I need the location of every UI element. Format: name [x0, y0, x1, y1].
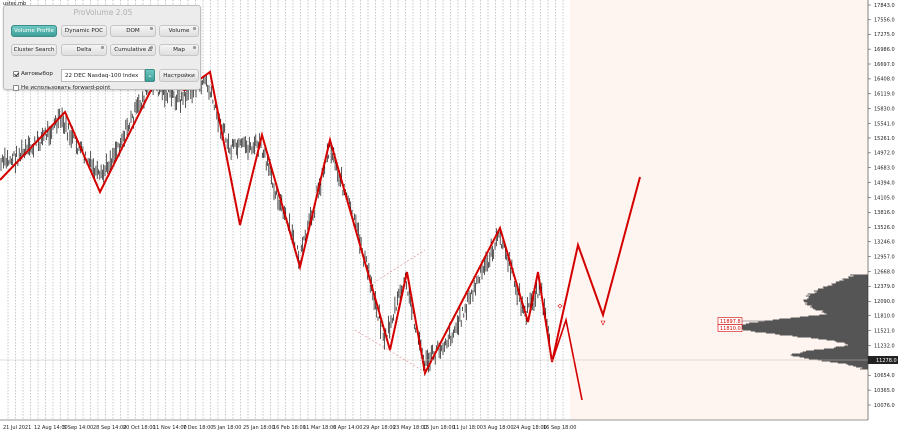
delta-button-label: Delta	[76, 47, 92, 53]
time-tick-label: 16 Sep 18:00	[543, 425, 576, 431]
forward-point-checkbox[interactable]	[13, 85, 19, 91]
time-tick-label: 11 Mar 18:00	[303, 425, 336, 431]
price-tick-label: 16119.0	[874, 92, 895, 98]
zigzag-overlay	[0, 70, 641, 401]
price-tick-label: 13246.0	[874, 240, 895, 246]
dom-button-label: DOM	[126, 28, 140, 34]
price-tick-label: 17843.0	[874, 3, 895, 9]
settings-button-label: Настройки	[163, 72, 195, 79]
time-tick-label: 5 Jan 18:00	[213, 425, 241, 431]
price-tick-label: 16697.0	[874, 62, 895, 68]
price-tick-label: 11232.0	[874, 343, 895, 349]
panel-title: ProVolume 2.05	[73, 8, 133, 17]
volume-profile-button[interactable]: Volume Profile	[11, 25, 57, 37]
provolume-panel[interactable]: ProVolume 2.05 Volume Profile Dynamic PO…	[3, 5, 201, 91]
time-tick-label: 11 Jul 18:00	[453, 425, 483, 431]
instrument-select[interactable]: 22 DEC Nasdaq-100 Index	[61, 69, 145, 82]
dynamic-poc-button-label: Dynamic POC	[64, 28, 104, 34]
dynamic-poc-button[interactable]: Dynamic POC	[61, 25, 107, 37]
price-tick-label: 12957.0	[874, 254, 895, 260]
auto-select-checkbox[interactable]	[13, 71, 19, 77]
volume-button[interactable]: Volume	[159, 25, 199, 37]
time-axis: 21 Jul 2021 12 Aug 14:005 Sep 14:00 28 Sep…	[3, 425, 576, 431]
settings-button[interactable]: Настройки	[159, 69, 199, 82]
settings-dot-icon	[193, 27, 196, 30]
time-tick-label: 3 Aug 18:00	[483, 425, 514, 431]
time-tick-label: 6 Apr 14:00	[333, 425, 362, 431]
price-tick-label: 15830.0	[874, 106, 895, 112]
settings-dot-icon	[101, 46, 104, 49]
cluster-search-button-label: Cluster Search	[13, 47, 55, 53]
time-tick-label: 15 Jun 18:00	[423, 425, 455, 431]
price-tick-label: 11810.0	[874, 313, 895, 319]
time-tick-label: 5 Sep 14:00	[63, 425, 93, 431]
time-tick-label: 7 Dec 18:00	[183, 425, 213, 431]
price-tick-label: 14394.0	[874, 180, 895, 186]
price-tick-label: 10365.0	[874, 388, 895, 394]
price-tick-label: 15261.0	[874, 136, 895, 142]
time-tick-label: 23 May 18:00	[393, 425, 427, 431]
price-tick-label: 12668.0	[874, 269, 895, 275]
forward-point-label: Не использовать forward-point	[21, 85, 111, 91]
settings-dot-icon	[150, 46, 153, 49]
cluster-search-button[interactable]: Cluster Search	[11, 44, 57, 56]
symbol-label: ustec.mb	[3, 1, 27, 7]
candles	[0, 71, 552, 376]
time-tick-label: 20 Oct 18:00	[123, 425, 156, 431]
price-tick-label: 15541.0	[874, 121, 895, 127]
delta-button[interactable]: Delta	[61, 44, 107, 56]
settings-dot-icon	[193, 46, 196, 49]
price-tick-label: 17275.0	[874, 32, 895, 38]
price-tick-label: 14972.0	[874, 151, 895, 157]
level-label: 11810.0	[720, 326, 741, 332]
price-axis: 17843.0 17556.0 17275.0 16986.0 16697.0 16408…	[868, 3, 895, 409]
time-tick-label: 28 Sep 14:00	[93, 425, 126, 431]
price-tick-label: 17556.0	[874, 18, 895, 24]
price-tick-label: 14105.0	[874, 195, 895, 201]
price-tick-label: 12379.0	[874, 284, 895, 290]
auto-select-label: Автовыбор	[21, 71, 53, 77]
volume-profile-histogram	[732, 274, 868, 370]
map-button-label: Map	[173, 47, 185, 53]
time-tick-label: 25 Jan 18:00	[243, 425, 275, 431]
price-tick-label: 16408.0	[874, 77, 895, 83]
cumulative-delta-button[interactable]: Cumulative Δ	[110, 44, 156, 56]
price-tick-label: 10076.0	[874, 403, 895, 409]
price-tick-label: 16986.0	[874, 47, 895, 53]
time-tick-label: 24 Aug 18:00	[513, 425, 547, 431]
map-button[interactable]: Map	[159, 44, 199, 56]
volume-profile-button-label: Volume Profile	[14, 28, 54, 34]
time-tick-label: 12 Aug 14:00	[34, 425, 68, 431]
level-label: 11897.8	[720, 319, 741, 325]
price-tick-label: 13816.0	[874, 210, 895, 216]
time-tick-label: 29 Apr 18:00	[363, 425, 396, 431]
price-tick-label: 13526.0	[874, 225, 895, 231]
chevron-down-icon[interactable]: ⌄	[145, 69, 155, 82]
price-tick-label: 10654.0	[874, 373, 895, 379]
settings-dot-icon	[150, 27, 153, 30]
dom-button[interactable]: DOM	[110, 25, 156, 37]
volume-button-label: Volume	[168, 28, 190, 34]
time-tick-label: 11 Nov 14:00	[153, 425, 187, 431]
price-tick-label: 14683.0	[874, 166, 895, 172]
current-price-label: 11278.0	[876, 358, 897, 364]
cumulative-delta-button-label: Cumulative Δ	[114, 47, 152, 53]
price-tick-label: 12090.0	[874, 299, 895, 305]
time-tick-label: 16 Feb 18:00	[273, 425, 306, 431]
time-tick-label: 21 Jul 2021	[3, 425, 31, 431]
price-tick-label: 11521.0	[874, 328, 895, 334]
